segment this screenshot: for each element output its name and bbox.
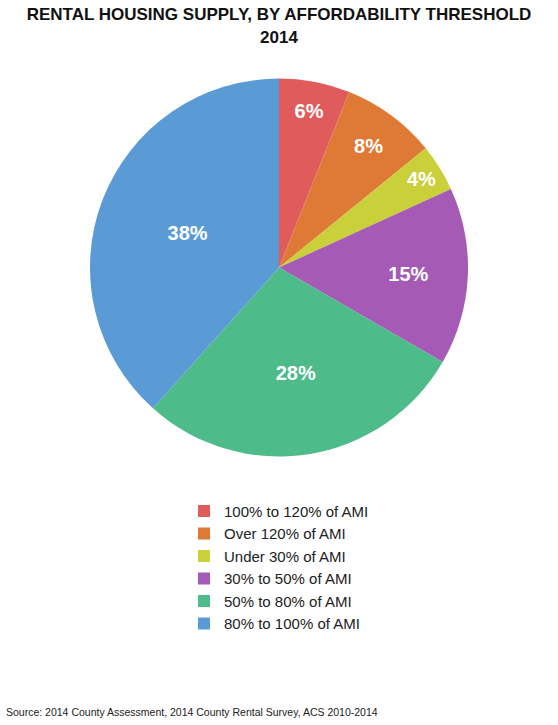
svg-text:Over 120% of AMI: Over 120% of AMI [224, 525, 346, 542]
svg-text:RENTAL HOUSING SUPPLY, BY AFFO: RENTAL HOUSING SUPPLY, BY AFFORDABILITY … [27, 5, 532, 46]
svg-text:15%: 15% [388, 263, 428, 285]
svg-text:8%: 8% [354, 135, 383, 157]
svg-text:6%: 6% [295, 100, 324, 122]
svg-text:38%: 38% [168, 222, 208, 244]
svg-text:Source: 2014 County Assessment: Source: 2014 County Assessment, 2014 Cou… [6, 706, 378, 718]
svg-text:30% to 50% of AMI: 30% to 50% of AMI [224, 570, 352, 587]
svg-text:100% to 120% of AMI: 100% to 120% of AMI [224, 503, 368, 520]
svg-text:28%: 28% [276, 362, 316, 384]
svg-text:4%: 4% [407, 168, 436, 190]
svg-text:Under 30% of AMI: Under 30% of AMI [224, 548, 346, 565]
svg-text:50% to 80% of AMI: 50% to 80% of AMI [224, 593, 352, 610]
svg-text:80% to 100% of AMI: 80% to 100% of AMI [224, 615, 360, 632]
